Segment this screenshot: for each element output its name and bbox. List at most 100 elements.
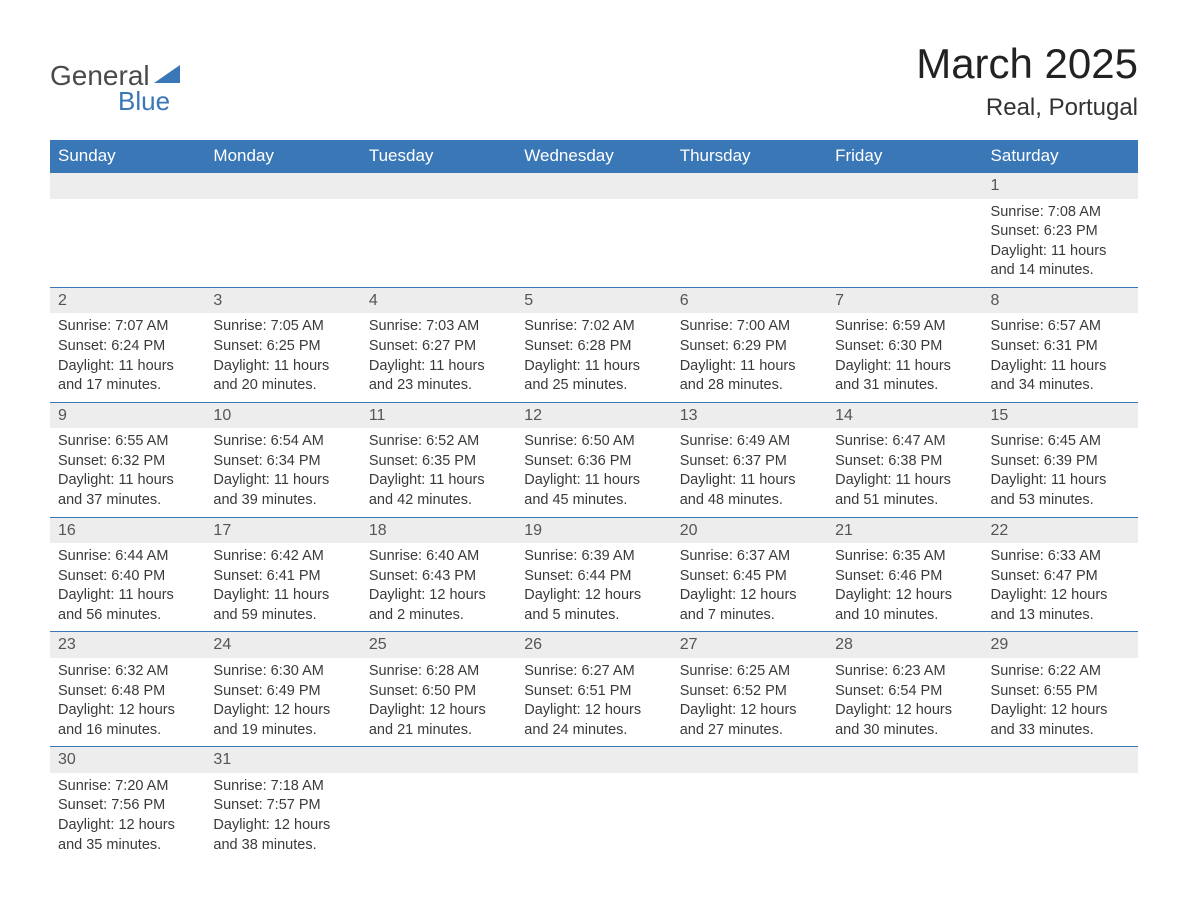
sunrise-text: Sunrise: 6:57 AM [991, 317, 1130, 337]
day-number-cell: 19 [516, 517, 671, 543]
day-data-cell: Sunrise: 6:57 AMSunset: 6:31 PMDaylight:… [983, 313, 1138, 402]
sunrise-text: Sunrise: 6:52 AM [369, 432, 508, 452]
day-number-cell: 22 [983, 517, 1138, 543]
day-number-cell [516, 173, 671, 199]
day-data-cell [827, 199, 982, 288]
day-data-cell: Sunrise: 7:05 AMSunset: 6:25 PMDaylight:… [205, 313, 360, 402]
day-data-row: Sunrise: 7:08 AMSunset: 6:23 PMDaylight:… [50, 199, 1138, 288]
day-number-cell: 17 [205, 517, 360, 543]
day-data-cell: Sunrise: 6:28 AMSunset: 6:50 PMDaylight:… [361, 658, 516, 747]
day-data-cell: Sunrise: 7:02 AMSunset: 6:28 PMDaylight:… [516, 313, 671, 402]
daylight-text: Daylight: 11 hours and 17 minutes. [58, 357, 197, 396]
sunrise-text: Sunrise: 6:49 AM [680, 432, 819, 452]
sunrise-text: Sunrise: 7:05 AM [213, 317, 352, 337]
daylight-text: Daylight: 11 hours and 20 minutes. [213, 357, 352, 396]
sunrise-text: Sunrise: 6:35 AM [835, 547, 974, 567]
logo: General Blue [50, 60, 180, 117]
sunset-text: Sunset: 6:52 PM [680, 682, 819, 702]
day-data-cell: Sunrise: 6:54 AMSunset: 6:34 PMDaylight:… [205, 428, 360, 517]
sunset-text: Sunset: 6:44 PM [524, 567, 663, 587]
day-number-cell: 15 [983, 402, 1138, 428]
sunrise-text: Sunrise: 6:28 AM [369, 662, 508, 682]
day-data-cell: Sunrise: 6:25 AMSunset: 6:52 PMDaylight:… [672, 658, 827, 747]
day-data-cell [827, 773, 982, 861]
sunrise-text: Sunrise: 6:42 AM [213, 547, 352, 567]
day-data-cell: Sunrise: 6:23 AMSunset: 6:54 PMDaylight:… [827, 658, 982, 747]
day-number-cell: 10 [205, 402, 360, 428]
sunrise-text: Sunrise: 6:25 AM [680, 662, 819, 682]
day-data-cell: Sunrise: 6:59 AMSunset: 6:30 PMDaylight:… [827, 313, 982, 402]
sunset-text: Sunset: 6:28 PM [524, 337, 663, 357]
day-number-cell: 16 [50, 517, 205, 543]
weekday-header: Sunday [50, 140, 205, 173]
day-data-cell: Sunrise: 6:22 AMSunset: 6:55 PMDaylight:… [983, 658, 1138, 747]
sunset-text: Sunset: 6:48 PM [58, 682, 197, 702]
sunset-text: Sunset: 6:31 PM [991, 337, 1130, 357]
page-title: March 2025 [916, 40, 1138, 88]
day-number-cell: 25 [361, 632, 516, 658]
day-number-cell: 14 [827, 402, 982, 428]
day-data-row: Sunrise: 6:44 AMSunset: 6:40 PMDaylight:… [50, 543, 1138, 632]
sunset-text: Sunset: 6:36 PM [524, 452, 663, 472]
day-number-cell: 13 [672, 402, 827, 428]
sunrise-text: Sunrise: 7:20 AM [58, 777, 197, 797]
sunrise-text: Sunrise: 6:30 AM [213, 662, 352, 682]
day-data-cell: Sunrise: 7:20 AMSunset: 7:56 PMDaylight:… [50, 773, 205, 861]
day-number-cell: 12 [516, 402, 671, 428]
day-number-cell: 11 [361, 402, 516, 428]
daylight-text: Daylight: 12 hours and 19 minutes. [213, 701, 352, 740]
daylight-text: Daylight: 12 hours and 21 minutes. [369, 701, 508, 740]
day-number-row: 16171819202122 [50, 517, 1138, 543]
daylight-text: Daylight: 12 hours and 27 minutes. [680, 701, 819, 740]
day-number-cell: 21 [827, 517, 982, 543]
day-number-cell: 2 [50, 287, 205, 313]
daylight-text: Daylight: 11 hours and 42 minutes. [369, 471, 508, 510]
daylight-text: Daylight: 12 hours and 7 minutes. [680, 586, 819, 625]
sunset-text: Sunset: 6:23 PM [991, 222, 1130, 242]
day-number-cell [205, 173, 360, 199]
sunrise-text: Sunrise: 6:39 AM [524, 547, 663, 567]
day-data-cell: Sunrise: 6:32 AMSunset: 6:48 PMDaylight:… [50, 658, 205, 747]
day-number-row: 9101112131415 [50, 402, 1138, 428]
day-number-cell [672, 173, 827, 199]
day-number-cell: 6 [672, 287, 827, 313]
day-data-cell: Sunrise: 6:35 AMSunset: 6:46 PMDaylight:… [827, 543, 982, 632]
daylight-text: Daylight: 12 hours and 5 minutes. [524, 586, 663, 625]
day-data-cell [50, 199, 205, 288]
day-number-row: 23242526272829 [50, 632, 1138, 658]
day-data-cell: Sunrise: 7:07 AMSunset: 6:24 PMDaylight:… [50, 313, 205, 402]
daylight-text: Daylight: 12 hours and 33 minutes. [991, 701, 1130, 740]
day-number-cell [361, 173, 516, 199]
day-data-cell: Sunrise: 6:37 AMSunset: 6:45 PMDaylight:… [672, 543, 827, 632]
day-data-cell: Sunrise: 6:49 AMSunset: 6:37 PMDaylight:… [672, 428, 827, 517]
sunrise-text: Sunrise: 7:07 AM [58, 317, 197, 337]
daylight-text: Daylight: 11 hours and 56 minutes. [58, 586, 197, 625]
sunrise-text: Sunrise: 6:45 AM [991, 432, 1130, 452]
calendar-table: Sunday Monday Tuesday Wednesday Thursday… [50, 140, 1138, 861]
sunset-text: Sunset: 6:29 PM [680, 337, 819, 357]
day-number-cell: 5 [516, 287, 671, 313]
day-number-cell [361, 747, 516, 773]
day-data-cell [205, 199, 360, 288]
day-data-cell: Sunrise: 7:08 AMSunset: 6:23 PMDaylight:… [983, 199, 1138, 288]
daylight-text: Daylight: 11 hours and 23 minutes. [369, 357, 508, 396]
weekday-header: Tuesday [361, 140, 516, 173]
day-data-row: Sunrise: 6:32 AMSunset: 6:48 PMDaylight:… [50, 658, 1138, 747]
weekday-header-row: Sunday Monday Tuesday Wednesday Thursday… [50, 140, 1138, 173]
sunrise-text: Sunrise: 6:47 AM [835, 432, 974, 452]
day-number-cell: 7 [827, 287, 982, 313]
day-data-cell: Sunrise: 6:55 AMSunset: 6:32 PMDaylight:… [50, 428, 205, 517]
daylight-text: Daylight: 11 hours and 39 minutes. [213, 471, 352, 510]
daylight-text: Daylight: 11 hours and 53 minutes. [991, 471, 1130, 510]
sunset-text: Sunset: 6:25 PM [213, 337, 352, 357]
day-data-cell [361, 773, 516, 861]
day-number-cell: 27 [672, 632, 827, 658]
day-data-cell [361, 199, 516, 288]
daylight-text: Daylight: 12 hours and 2 minutes. [369, 586, 508, 625]
day-number-cell: 24 [205, 632, 360, 658]
sunset-text: Sunset: 6:45 PM [680, 567, 819, 587]
sunrise-text: Sunrise: 6:37 AM [680, 547, 819, 567]
day-data-cell [672, 773, 827, 861]
day-data-cell [983, 773, 1138, 861]
daylight-text: Daylight: 12 hours and 10 minutes. [835, 586, 974, 625]
